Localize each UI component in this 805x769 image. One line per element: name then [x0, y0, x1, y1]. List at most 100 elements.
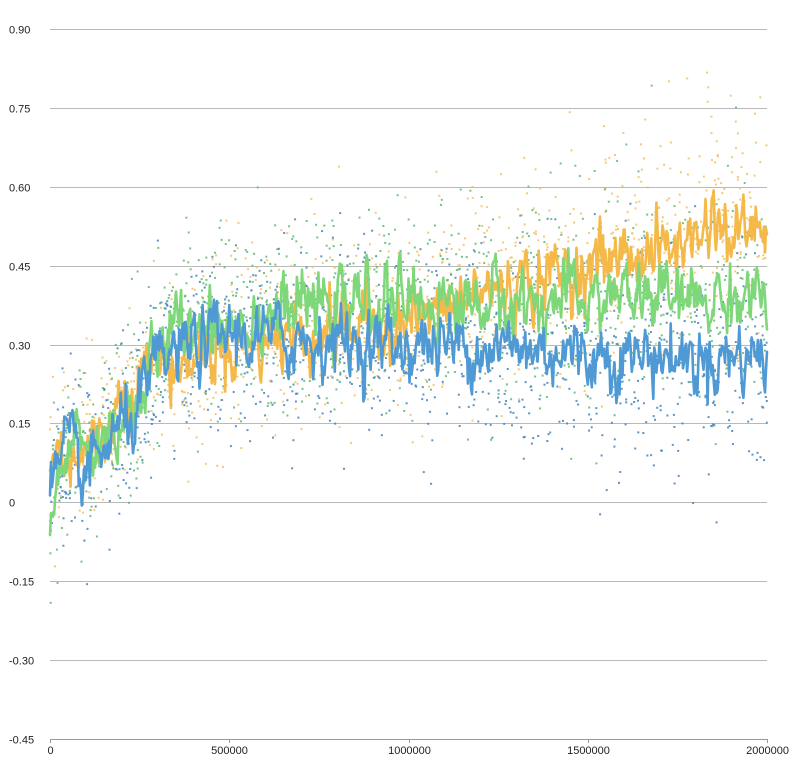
scatter-point: [50, 500, 53, 503]
scatter-point: [57, 427, 60, 430]
scatter-point: [445, 326, 448, 329]
scatter-point: [584, 393, 587, 396]
scatter-point: [630, 296, 633, 299]
scatter-point: [331, 219, 334, 222]
scatter-point: [60, 497, 63, 499]
scatter-point: [435, 170, 438, 173]
scatter-point: [759, 161, 762, 164]
scatter-point: [721, 255, 724, 258]
scatter-point: [112, 467, 115, 470]
scatter-point: [556, 385, 559, 388]
scatter-point: [93, 444, 96, 447]
scatter-point: [523, 156, 526, 159]
scatter-point: [156, 393, 159, 396]
scatter-point: [211, 271, 213, 274]
scatter-point: [502, 346, 505, 349]
scatter-point: [690, 293, 693, 296]
scatter-point: [55, 425, 58, 428]
scatter-point: [346, 255, 349, 258]
y-tick-label: -0.30: [9, 656, 34, 668]
scatter-point: [74, 486, 77, 489]
scatter-point: [716, 154, 719, 157]
scatter-point: [667, 197, 670, 200]
scatter-point: [243, 352, 246, 355]
scatter-point: [145, 416, 148, 419]
scatter-point: [224, 243, 227, 246]
scatter-point: [60, 527, 63, 529]
scatter-point: [67, 396, 70, 399]
scatter-point: [275, 291, 278, 294]
scatter-point: [546, 246, 549, 249]
scatter-point: [406, 364, 409, 367]
scatter-point: [718, 308, 721, 311]
scatter-point: [308, 394, 310, 397]
scatter-point: [616, 195, 619, 198]
scatter-point: [75, 485, 78, 488]
scatter-point: [499, 375, 501, 378]
scatter-point: [300, 246, 303, 249]
scatter-point: [58, 499, 61, 502]
scatter-point: [460, 372, 463, 375]
scatter-point: [108, 372, 111, 375]
scatter-point: [455, 253, 458, 256]
scatter-point: [149, 390, 152, 393]
scatter-point: [122, 441, 125, 443]
scatter-point: [745, 299, 748, 302]
scatter-point: [300, 251, 302, 254]
scatter-point: [266, 336, 269, 339]
scatter-point: [395, 282, 398, 285]
scatter-point: [378, 233, 381, 236]
scatter-point: [149, 304, 152, 307]
scatter-point: [500, 249, 503, 252]
scatter-point: [739, 251, 742, 253]
scatter-point: [251, 264, 254, 267]
scatter-point: [601, 405, 603, 408]
scatter-point: [368, 208, 370, 211]
scatter-point: [202, 275, 205, 277]
scatter-point: [585, 331, 588, 334]
scatter-point: [402, 269, 405, 271]
scatter-point: [702, 175, 705, 178]
scatter-point: [405, 368, 408, 371]
scatter-point: [712, 402, 715, 405]
scatter-point: [302, 324, 305, 327]
scatter-point: [427, 231, 430, 234]
scatter-point: [517, 208, 519, 211]
scatter-point: [78, 509, 81, 512]
scatter-point: [623, 302, 626, 305]
scatter-point: [122, 479, 125, 481]
scatter-point: [647, 332, 650, 335]
scatter-point: [458, 406, 461, 409]
scatter-point: [371, 229, 374, 232]
scatter-point: [521, 236, 524, 239]
scatter-point: [615, 228, 617, 231]
scatter-point: [405, 358, 408, 360]
scatter-point: [133, 469, 135, 472]
scatter-point: [699, 326, 702, 329]
scatter-point: [209, 419, 212, 422]
scatter-point: [94, 505, 97, 508]
scatter-point: [307, 276, 310, 278]
scatter-point: [375, 285, 378, 288]
scatter-point: [175, 324, 178, 327]
scatter-point: [276, 285, 278, 288]
scatter-point: [498, 401, 501, 404]
scatter-point: [596, 318, 599, 321]
scatter-point: [246, 371, 249, 374]
scatter-point: [236, 275, 239, 278]
scatter-point: [112, 402, 115, 405]
scatter-point: [281, 324, 284, 327]
scatter-point: [688, 211, 691, 214]
scatter-point: [556, 324, 558, 327]
scatter-point: [763, 459, 766, 462]
scatter-point: [51, 375, 54, 378]
scatter-point: [210, 402, 213, 405]
scatter-point: [375, 266, 378, 269]
scatter-point: [482, 252, 485, 255]
scatter-point: [142, 331, 144, 334]
scatter-point: [100, 377, 103, 380]
scatter-point: [683, 274, 686, 277]
scatter-point: [393, 369, 396, 372]
scatter-point: [344, 375, 347, 378]
scatter-point: [240, 373, 243, 376]
